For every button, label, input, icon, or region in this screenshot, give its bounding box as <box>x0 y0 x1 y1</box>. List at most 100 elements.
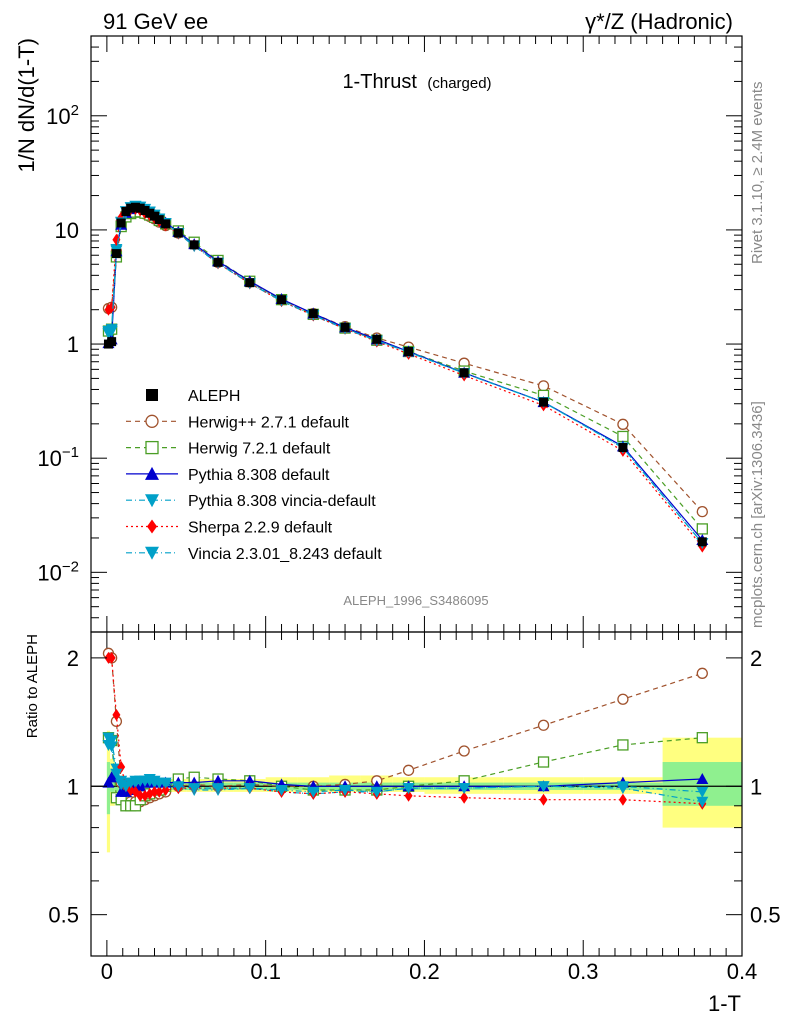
main-point-aleph-14 <box>189 240 199 250</box>
main-point-aleph-15 <box>213 257 223 267</box>
ratio-point-5-22 <box>458 783 471 795</box>
main-y-tick-base-0: 10 <box>37 560 61 585</box>
legend-entry-6: Vincia 2.3.01_8.243 default <box>126 546 382 563</box>
main-point-2-24 <box>617 430 629 443</box>
main-ticks <box>91 35 743 633</box>
ratio-uncertainty-bands <box>91 730 742 853</box>
main-point-aleph-4 <box>121 206 131 216</box>
ratio-point-1-23 <box>537 756 550 768</box>
x-tick-label-4: 0.4 <box>727 959 758 984</box>
ratio-point-1-24 <box>617 739 629 751</box>
main-point-aleph-22 <box>459 368 469 378</box>
main-point-aleph-11 <box>154 215 164 225</box>
ratio-point-5-19 <box>339 785 352 797</box>
main-point-aleph-25 <box>697 537 707 547</box>
main-point-aleph-21 <box>404 347 414 357</box>
main-y-tick-label-2: 1 <box>67 332 79 357</box>
main-y-tick-base-1: 10 <box>37 446 61 471</box>
legend-label-2: Herwig 7.2.1 default <box>188 441 331 458</box>
ratio-point-5-25 <box>696 796 709 808</box>
ratio-panel: 0.5 0.51 12 2 0 0.1 0.2 0.3 0.4 Ratio to ALEPH … <box>24 631 781 1016</box>
energy-label: 91 GeV ee <box>103 9 208 34</box>
ratio-point-4-22 <box>460 791 469 804</box>
ratio-point-4-21 <box>404 789 413 802</box>
legend: ALEPH Herwig++ 2.7.1 default Herwig 7.2.1 … <box>126 388 382 563</box>
main-point-aleph-18 <box>308 309 318 319</box>
ratio-point-5-16 <box>243 783 256 795</box>
ratio-y-tick-labels: 0.5 0.5 1 1 2 2 <box>48 646 780 928</box>
ratio-y-tick-label-left-1: 1 <box>67 774 79 799</box>
legend-entry-1: Herwig++ 2.7.1 default <box>126 414 350 431</box>
legend-label-6: Vincia 2.3.01_8.243 default <box>188 546 382 563</box>
main-y-tick-exp-0: −2 <box>62 558 79 575</box>
legend-entry-5: Sherpa 2.2.9 default <box>126 519 333 537</box>
legend-marker-2 <box>145 440 159 455</box>
main-point-aleph-17 <box>277 295 287 305</box>
main-point-aleph-24 <box>618 443 628 453</box>
ratio-ticks <box>91 632 743 956</box>
ratio-point-0-24 <box>617 693 629 705</box>
main-point-aleph-19 <box>340 322 350 332</box>
legend-entry-0: ALEPH <box>146 388 240 405</box>
main-series-aleph <box>103 202 707 547</box>
main-series-line-3 <box>108 206 703 541</box>
ratio-point-5-21 <box>402 783 415 795</box>
main-title: 1-Thrust (charged) <box>342 71 491 93</box>
legend-label-0: ALEPH <box>188 388 240 405</box>
ratio-point-0-23 <box>537 719 550 731</box>
main-y-tick-base-3: 10 <box>55 218 79 243</box>
x-axis-label: 1-T <box>708 991 741 1016</box>
main-y-axis-label: 1/N dN/d(1-T) <box>14 38 39 172</box>
main-point-aleph-13 <box>173 228 183 238</box>
ratio-point-2-16 <box>243 774 256 786</box>
ratio-point-5-23 <box>537 781 550 793</box>
legend-entry-2: Herwig 7.2.1 default <box>126 441 331 458</box>
main-y-tick-label-4: 102 <box>46 102 79 129</box>
legend-label-5: Sherpa 2.2.9 default <box>188 520 333 537</box>
main-point-aleph-10 <box>150 211 160 221</box>
ratio-band-stat-0 <box>106 762 111 815</box>
ratio-point-5-20 <box>370 786 383 798</box>
ratio-point-4-24 <box>618 793 627 806</box>
x-tick-label-1: 0.1 <box>250 959 281 984</box>
main-y-tick-label-1: 10−1 <box>37 444 79 471</box>
main-point-1-25 <box>696 506 708 518</box>
legend-marker-4 <box>145 494 159 508</box>
legend-label-4: Pythia 8.308 vincia-default <box>188 493 376 510</box>
ratio-y-tick-label-left-0: 0.5 <box>48 903 79 928</box>
main-series-line-6 <box>108 205 703 544</box>
legend-label-3: Pythia 8.308 default <box>188 467 330 484</box>
side-label-top: Rivet 3.1.10, ≥ 2.4M events <box>749 82 766 265</box>
analysis-id: ALEPH_1996_S3486095 <box>343 593 488 608</box>
legend-marker-3 <box>145 466 159 480</box>
ratio-point-1-25 <box>696 732 708 744</box>
main-point-aleph-20 <box>372 334 382 344</box>
ratio-x-tick-labels: 0 0.1 0.2 0.3 0.4 <box>101 959 758 984</box>
legend-entry-4: Pythia 8.308 vincia-default <box>126 493 376 510</box>
ratio-point-4-12 <box>161 784 170 797</box>
x-tick-label-3: 0.3 <box>568 959 599 984</box>
main-point-aleph-16 <box>245 278 255 288</box>
main-point-aleph-3 <box>116 218 126 228</box>
ratio-series-5 <box>102 739 709 808</box>
main-series-2 <box>102 206 708 535</box>
main-point-aleph-12 <box>161 219 171 229</box>
ratio-point-2-15 <box>212 774 225 786</box>
main-point-aleph-23 <box>539 397 549 407</box>
ratio-point-4-1 <box>107 651 116 664</box>
ratio-point-5-17 <box>275 785 288 797</box>
ratio-point-5-15 <box>212 783 225 795</box>
ratio-series-layer <box>102 647 709 812</box>
main-series-layer <box>102 200 709 553</box>
main-point-aleph-8 <box>140 205 150 215</box>
ratio-point-5-2 <box>110 768 123 780</box>
main-point-aleph-5 <box>126 203 136 213</box>
main-point-aleph-2 <box>111 249 121 259</box>
legend-marker-0 <box>146 389 158 401</box>
main-point-aleph-1 <box>107 337 117 347</box>
ratio-y-tick-label-right-0: 0.5 <box>750 903 781 928</box>
ratio-point-5-13 <box>172 781 185 793</box>
ratio-point-5-1 <box>105 741 118 753</box>
